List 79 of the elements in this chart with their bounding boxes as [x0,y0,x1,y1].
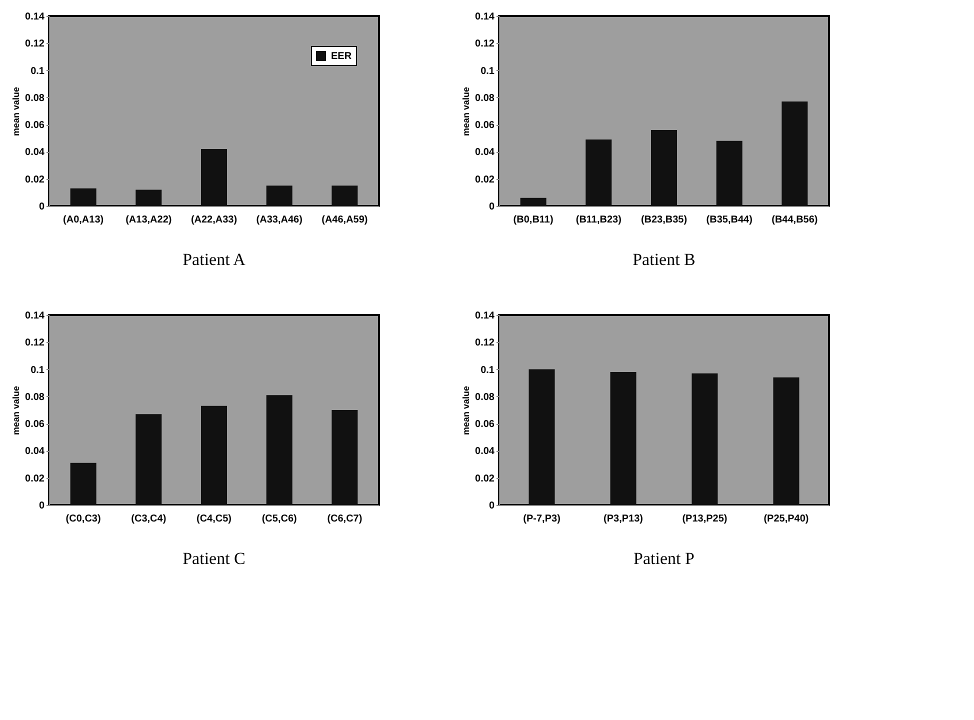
bar [520,198,546,206]
x-tick-label: (A22,A33) [190,214,238,226]
y-tick-label: 0.12 [475,38,495,50]
y-tick-label: 0.04 [475,446,495,458]
bar [136,190,162,206]
y-tick-label: 0.1 [480,364,495,376]
y-tick-label: 0.06 [25,419,45,430]
text: Patient B [632,250,696,269]
bar [773,377,800,505]
bar [332,186,358,206]
text: Patient A [182,250,246,269]
x-tick-label: (P3,P13) [604,514,643,524]
x-tick-label: (C5,C6) [262,514,297,524]
y-tick-label: 0.1 [480,66,495,77]
text: Patient P [634,549,694,568]
x-tick-label: (C4,C5) [196,514,232,524]
y-tick-label: 0.12 [25,338,45,349]
y-axis-title: mean value [11,386,22,436]
x-tick-label: (A13,A22) [126,214,172,226]
x-tick-label: (C0,C3) [66,514,101,524]
x-tick-label: (C3,C4) [131,514,166,524]
y-tick-label: 0.14 [475,310,495,322]
y-tick-label: 0.14 [475,12,495,22]
y-axis-title: mean value [461,86,472,136]
bar [716,140,742,206]
bar [782,102,808,206]
y-tick-label: 0.12 [475,338,495,349]
y-tick-label: 0.02 [475,174,495,186]
y-tick-label: 0.12 [25,38,45,50]
bar [201,149,227,206]
y-tick-label: 0.1 [30,66,45,77]
y-tick-label: 0.02 [25,473,45,484]
y-tick-label: 0.08 [25,392,45,403]
bar [651,130,677,206]
x-tick-label: (B44,B56) [772,214,818,226]
y-axis-title: mean value [461,386,472,436]
y-tick-label: 0.06 [25,120,45,132]
x-tick-label: (A46,A59) [322,214,368,226]
y-axis-title: mean value [11,86,22,136]
y-tick-label: 0.1 [30,364,45,376]
bar [266,186,292,206]
legend-label: EER [331,51,352,62]
x-tick-label: (A0,A13) [63,214,104,226]
x-tick-label: (P13,P25) [682,514,728,524]
bar [586,140,612,206]
y-tick-label: 0.14 [25,12,45,22]
y-tick-label: 0.04 [25,147,45,158]
y-tick-label: 0.08 [25,92,45,104]
y-tick-label: 0 [38,202,45,212]
x-tick-label: (B23,B35) [640,214,688,226]
bar [528,369,555,505]
text: Patient C [182,549,246,568]
y-tick-label: 0.06 [475,120,495,132]
bar [70,188,96,206]
x-tick-label: (A33,A46) [256,214,302,226]
x-tick-label: (B35,B44) [706,214,752,226]
y-tick-label: 0.02 [475,473,495,484]
y-tick-label: 0.06 [475,419,495,430]
y-tick-label: 0.14 [25,310,45,322]
y-tick-label: 0.02 [25,174,45,186]
bar [332,410,358,505]
bar [136,414,162,505]
y-tick-label: 0 [488,500,495,512]
bar [201,406,227,505]
bar [692,373,718,505]
x-tick-label: (B11,B23) [576,214,622,226]
x-tick-label: (P25,P40) [764,514,809,524]
bar [266,395,292,505]
y-tick-label: 0.08 [475,92,495,104]
bar [70,462,96,505]
y-tick-label: 0.04 [475,147,495,158]
x-tick-label: (P-7,P3) [523,514,560,524]
y-tick-label: 0.04 [25,446,45,458]
y-tick-label: 0 [488,202,495,212]
x-tick-label: (C6,C7) [327,514,362,524]
x-tick-label: (B0,B11) [513,214,554,226]
y-tick-label: 0 [38,500,45,512]
bar [610,372,636,505]
y-tick-label: 0.08 [475,392,495,403]
